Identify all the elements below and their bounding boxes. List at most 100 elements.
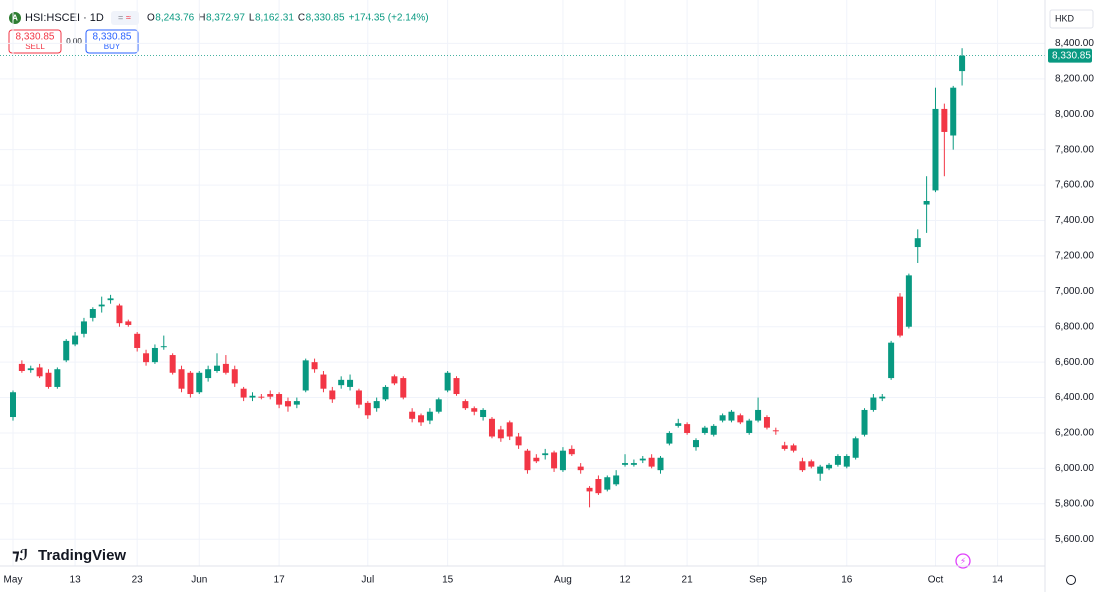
- ohlc-value: 8,243.76: [155, 13, 194, 24]
- sell-button[interactable]: [8, 29, 62, 54]
- ohlc-value: 8,330.85: [306, 13, 345, 24]
- ohlc-key: H: [198, 13, 205, 24]
- candle-body: [80, 321, 87, 334]
- candle-body: [18, 363, 25, 371]
- candle-body: [932, 108, 939, 191]
- candle-body: [586, 487, 593, 492]
- candle-body: [373, 401, 380, 409]
- candle-body: [178, 369, 185, 389]
- settings-icon[interactable]: [1066, 575, 1076, 585]
- candle-body: [755, 409, 762, 421]
- candle-body: [710, 425, 717, 435]
- y-tick-label: 8,400.00: [1055, 38, 1094, 49]
- x-tick-label: Sep: [749, 575, 767, 586]
- logo: TradingView: [38, 547, 126, 564]
- symbol[interactable]: HSI:HSCEI · 1D: [25, 12, 104, 24]
- candle-body: [675, 423, 682, 426]
- y-tick-label: 6,400.00: [1055, 392, 1094, 403]
- sell-label: SELL: [25, 42, 45, 51]
- ohlc-key: O: [147, 13, 155, 24]
- candle-body: [852, 438, 859, 458]
- candle-body: [382, 386, 389, 400]
- x-tick-label: Oct: [928, 575, 944, 586]
- candle-body: [143, 353, 150, 363]
- y-tick-label: 5,600.00: [1055, 534, 1094, 545]
- candle-body: [630, 463, 637, 465]
- candle-body: [27, 368, 34, 371]
- candle-body: [817, 466, 824, 474]
- y-tick-label: 8,000.00: [1055, 109, 1094, 120]
- candle-body: [63, 340, 70, 361]
- y-tick-label: 7,000.00: [1055, 286, 1094, 297]
- x-tick-label: 23: [132, 575, 144, 586]
- candle-body: [861, 409, 868, 435]
- y-tick-label: 8,200.00: [1055, 73, 1094, 84]
- candle-body: [657, 457, 664, 471]
- candle-body: [10, 392, 16, 418]
- candle-body: [568, 448, 575, 455]
- candle-body: [506, 422, 513, 437]
- candle-body: [737, 415, 744, 423]
- candle-body: [719, 415, 726, 421]
- candle-body: [258, 396, 265, 398]
- candle-body: [728, 411, 735, 421]
- candle-body: [808, 461, 815, 467]
- logo-mark: ⁊ℐ: [12, 547, 28, 564]
- x-tick-label: Aug: [554, 575, 572, 586]
- candle-body: [559, 450, 566, 471]
- spread: 0.00: [66, 37, 82, 46]
- candle-body: [400, 378, 407, 398]
- candle-body: [843, 455, 850, 467]
- buy-button[interactable]: [85, 29, 139, 54]
- candle-body: [959, 55, 966, 72]
- candle-body: [151, 347, 158, 363]
- currency-box[interactable]: [1049, 9, 1094, 29]
- candle-body: [497, 429, 504, 439]
- candle-body: [746, 420, 753, 433]
- change: +174.35 (+2.14%): [349, 13, 429, 24]
- y-tick-label: 7,800.00: [1055, 144, 1094, 155]
- candle-body: [284, 401, 291, 407]
- candle-body: [533, 457, 540, 462]
- candle-body: [302, 360, 309, 391]
- candle-body: [471, 408, 478, 412]
- candle-body: [826, 464, 833, 469]
- candle-body: [54, 369, 61, 387]
- y-tick-label: 7,600.00: [1055, 180, 1094, 191]
- currency: HKD: [1055, 13, 1075, 23]
- candle-body: [666, 432, 673, 444]
- ohlc-value: 8,162.31: [255, 13, 294, 24]
- candle-body: [125, 321, 132, 325]
- candle-body: [214, 365, 221, 371]
- candle-body: [116, 305, 123, 324]
- candle-body: [347, 379, 354, 387]
- candle-body: [897, 296, 903, 336]
- candle-body: [648, 457, 655, 467]
- x-tick-label: 14: [992, 575, 1004, 586]
- badge: [9, 12, 21, 24]
- y-tick-label: 7,400.00: [1055, 215, 1094, 226]
- compare-button[interactable]: [111, 11, 139, 25]
- candle-body: [879, 396, 886, 399]
- badge-text: A: [12, 14, 18, 23]
- candle-body: [462, 401, 469, 409]
- candle-body: [205, 369, 212, 379]
- candle-body: [98, 304, 105, 307]
- candle-body: [888, 342, 895, 379]
- ohlc-key: C: [298, 13, 305, 24]
- candle-body: [338, 379, 345, 386]
- y-tick-label: 5,800.00: [1055, 498, 1094, 509]
- candle-body: [941, 108, 948, 132]
- candle-body: [684, 424, 691, 433]
- candle-body: [320, 374, 327, 389]
- candle-body: [293, 401, 300, 405]
- candle-body: [240, 388, 247, 398]
- candle-body: [834, 455, 841, 465]
- candle-body: [89, 309, 96, 318]
- last-price-tag: [1048, 48, 1092, 63]
- candle-body: [950, 87, 957, 136]
- y-tick-label: 6,800.00: [1055, 321, 1094, 332]
- lightning-icon[interactable]: [955, 553, 971, 569]
- x-tick-label: 16: [841, 575, 853, 586]
- candle-body: [905, 275, 912, 327]
